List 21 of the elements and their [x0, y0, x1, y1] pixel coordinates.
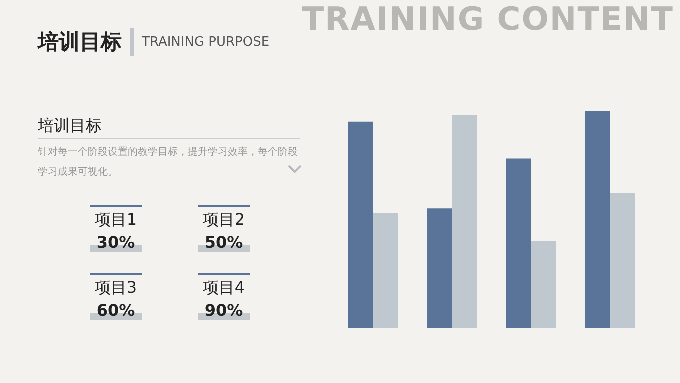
- bar: [348, 122, 374, 328]
- text: 培训目标: [38, 28, 134, 56]
- text: TRAINING PURPOSE: [142, 35, 270, 50]
- bar: [506, 158, 532, 328]
- bar: [586, 111, 610, 328]
- bar: [452, 115, 478, 328]
- text: 培训目标: [38, 116, 300, 139]
- text: TRAINING CONTENT: [302, 0, 674, 38]
- category-label: 项目3: [90, 273, 142, 299]
- bar: [374, 212, 398, 328]
- text: 针对每一个阶段设置的教学目标，提升学习效率，每个阶段学习成果可视化。: [38, 146, 299, 180]
- category-label: 项目1: [90, 205, 142, 231]
- text: 60%: [96, 301, 136, 320]
- text: 50%: [204, 233, 244, 252]
- category-label: 项目4: [198, 273, 250, 299]
- bar: [610, 193, 636, 328]
- category-label: 项目2: [198, 205, 250, 231]
- text: 30%: [96, 233, 136, 252]
- text: 90%: [204, 301, 244, 320]
- bar: [532, 241, 556, 328]
- bar: [428, 208, 452, 328]
